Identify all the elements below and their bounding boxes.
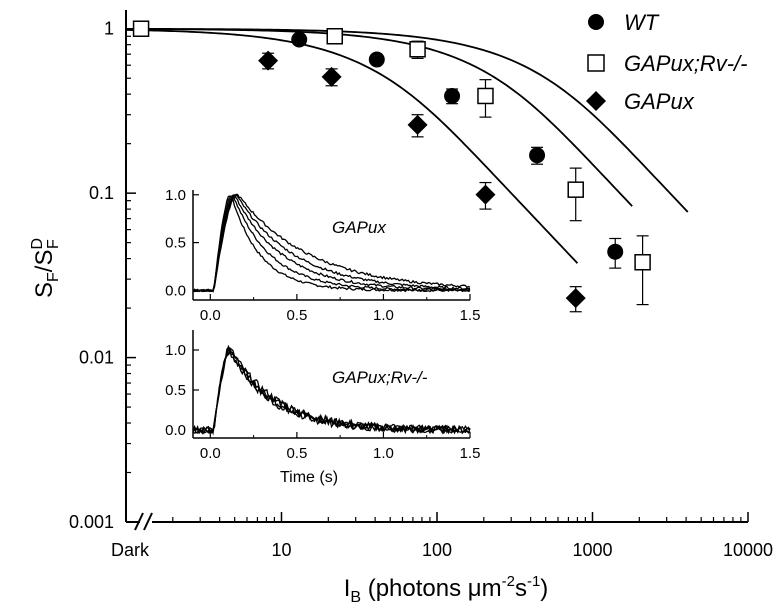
y-axis-label: SF/SDF (29, 238, 62, 298)
inset-trace-2 (192, 194, 471, 293)
data-point-wt (291, 31, 308, 48)
inset-y-tick-label: 1.0 (165, 187, 186, 204)
legend-label-wt: WT (624, 10, 660, 35)
y-tick-label: 0.1 (89, 183, 114, 203)
inset-trace-3 (192, 193, 471, 293)
inset-trace-3 (192, 347, 471, 435)
inset2-x-axis-label: Time (s) (280, 469, 338, 486)
inset-chart-gapux-rv: 0.0 0.5 1.0 1.5 0.0 0.5 1.0 GAPux;Rv-/- Time (… (165, 330, 480, 486)
fit-curve-2 (125, 29, 579, 264)
x-tick-label: 1000 (572, 540, 612, 560)
x-tick-label-dark: Dark (111, 540, 150, 560)
inset-y-tick-label: 1.0 (165, 342, 186, 359)
main-chart: 0.001 0.01 0.1 1 10 100 1000 10000 Dark SF/SDF… (29, 10, 773, 606)
legend: WT GAPux;Rv-/- GAPux (586, 10, 747, 114)
inset-trace-4 (192, 193, 471, 293)
inset-y-tick-label: 0.0 (165, 282, 186, 299)
x-axis-label: IB (photons μm-2s-1) (344, 573, 549, 606)
inset-x-tick-label: 0.0 (200, 307, 221, 324)
data-point-wt (444, 87, 461, 104)
legend-marker-wt (588, 14, 604, 30)
inset-y-tick-label: 0.0 (165, 422, 186, 439)
inset-trace-1 (192, 194, 471, 293)
inset-y-tick-label: 0.5 (165, 235, 186, 252)
x-tick-label: 10000 (723, 540, 773, 560)
data-point-wt (368, 51, 385, 68)
data-point-wt (529, 147, 546, 164)
inset-x-tick-label: 1.0 (373, 307, 394, 324)
inset-x-tick-label: 0.5 (286, 307, 307, 324)
data-point-gapux (475, 184, 496, 205)
data-point-gapux-rv (567, 181, 584, 198)
y-tick-label: 0.001 (69, 512, 114, 532)
legend-label-gapux: GAPux (624, 89, 695, 114)
legend-marker-gapux (586, 91, 606, 111)
data-point-gapux-rv (326, 28, 343, 45)
data-point-gapux (258, 50, 279, 71)
y-tick-label: 1 (104, 19, 114, 39)
inset-y-tick-label: 0.5 (165, 382, 186, 399)
data-point-gapux-rv (634, 253, 651, 271)
x-tick-label: 10 (271, 540, 291, 560)
data-point-wt (607, 243, 624, 260)
legend-marker-gapux-rv (587, 54, 605, 72)
legend-label-gapux-rv: GAPux;Rv-/- (624, 51, 747, 76)
inset-trace-0 (192, 195, 471, 293)
axis-break-mark (134, 512, 144, 531)
data-point-gapux-rv (132, 20, 150, 37)
y-tick-label: 0.01 (79, 348, 114, 368)
data-point-gapux-rv (477, 87, 494, 105)
data-point-gapux (407, 114, 428, 135)
inset-x-tick-label: 0.0 (200, 445, 221, 462)
inset2-label: GAPux;Rv-/- (332, 368, 428, 387)
inset-x-tick-label: 1.5 (460, 445, 481, 462)
data-point-gapux (565, 288, 586, 309)
x-tick-label: 100 (422, 540, 452, 560)
inset-x-tick-label: 0.5 (286, 445, 307, 462)
data-point-gapux (321, 66, 342, 87)
data-point-gapux-rv (409, 41, 426, 58)
inset-chart-gapux: 0.0 0.5 1.0 1.5 0.0 0.5 1.0 GAPux (165, 187, 480, 324)
fit-curve-1 (125, 27, 689, 213)
inset1-label: GAPux (332, 218, 386, 237)
inset-x-tick-label: 1.0 (373, 445, 394, 462)
axis-break-mark (143, 512, 153, 531)
inset-x-tick-label: 1.5 (460, 307, 481, 324)
